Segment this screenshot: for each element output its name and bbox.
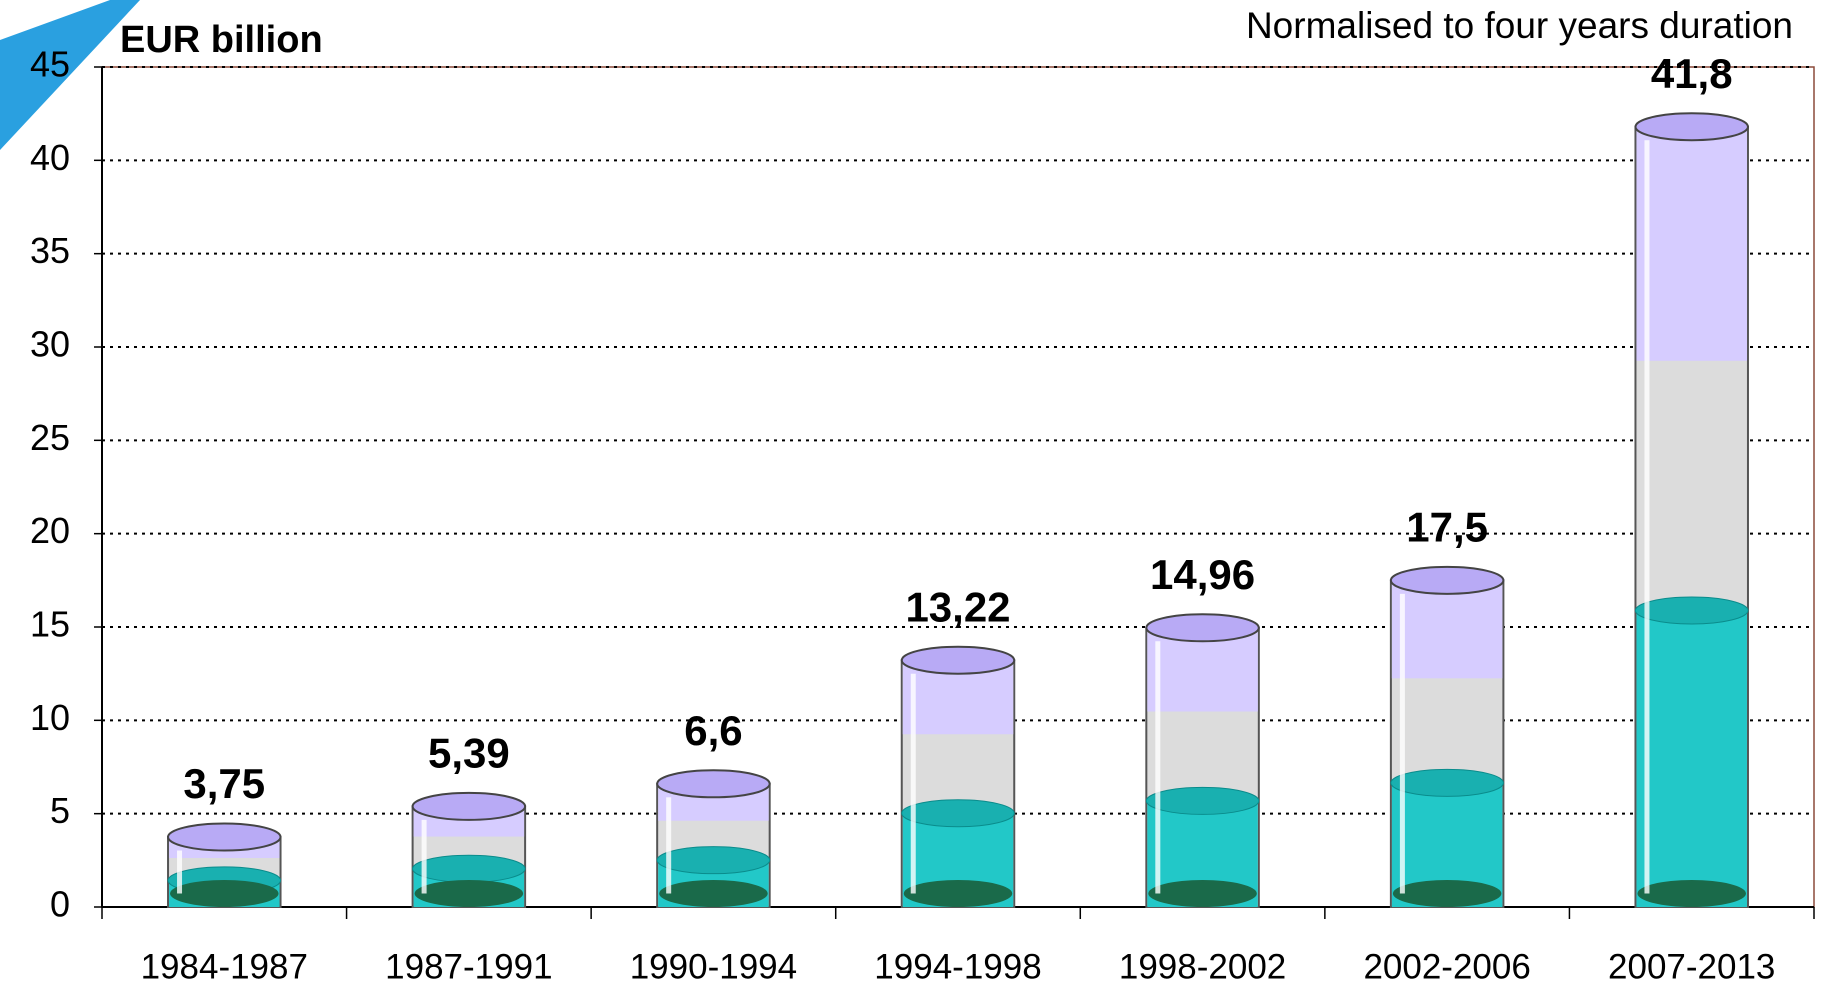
liquid-bottom [904, 880, 1013, 907]
liquid-bottom [659, 880, 768, 907]
y-tick-label: 15 [30, 604, 70, 645]
liquid-surface [1146, 787, 1259, 814]
beaker-upper [1392, 580, 1503, 678]
y-tick-label: 20 [30, 510, 70, 551]
beaker-rim [902, 647, 1015, 674]
beaker-rim [1146, 614, 1259, 641]
x-tick-label: 1990-1994 [630, 947, 797, 986]
value-label: 14,96 [1150, 551, 1255, 598]
beaker-shine [911, 674, 916, 894]
liquid-surface [657, 847, 770, 874]
liquid-bottom [1637, 880, 1746, 907]
beaker-rim [1635, 113, 1748, 140]
value-label: 6,6 [684, 707, 742, 754]
beaker-liquid [1636, 610, 1747, 907]
liquid-surface [1635, 597, 1748, 624]
y-tick-label: 35 [30, 230, 70, 271]
value-label: 41,8 [1651, 50, 1733, 97]
beaker-shine [177, 851, 182, 894]
value-label: 17,5 [1406, 503, 1488, 550]
liquid-surface [1391, 769, 1504, 796]
beaker-rim [1391, 567, 1504, 594]
axis-title: EUR billion [120, 19, 323, 61]
liquid-bottom [1393, 880, 1502, 907]
subtitle: Normalised to four years duration [1246, 5, 1793, 46]
liquid-bottom [170, 880, 279, 907]
y-tick-label: 40 [30, 137, 70, 178]
liquid-surface [902, 800, 1015, 827]
corner-decoration [0, 0, 140, 150]
y-tick-label: 10 [30, 697, 70, 738]
x-tick-label: 1984-1987 [141, 947, 308, 986]
x-tick-label: 2007-2013 [1608, 947, 1775, 986]
liquid-bottom [415, 880, 524, 907]
beaker-shine [1155, 641, 1160, 893]
y-tick-label: 0 [50, 884, 70, 925]
x-tick-label: 1998-2002 [1119, 947, 1286, 986]
x-tick-label: 1994-1998 [874, 947, 1041, 986]
value-label: 13,22 [905, 583, 1010, 630]
x-tick-label: 2002-2006 [1363, 947, 1530, 986]
beaker-shine [666, 797, 671, 893]
beaker-rim [413, 793, 526, 820]
y-tick-label: 45 [30, 44, 70, 85]
beaker-rim [657, 770, 770, 797]
beaker-shine [422, 820, 427, 894]
x-tick-label: 1987-1991 [385, 947, 552, 986]
beaker-shine [1644, 140, 1649, 893]
liquid-bottom [1148, 880, 1257, 907]
chart: EUR billion Normalised to four years dur… [0, 0, 1826, 994]
y-tick-label: 25 [30, 417, 70, 458]
value-label: 5,39 [428, 729, 510, 776]
value-label: 3,75 [183, 760, 265, 807]
beaker-rim [168, 823, 281, 850]
y-tick-label: 5 [50, 790, 70, 831]
beaker-upper [1636, 127, 1747, 361]
liquid-surface [413, 855, 526, 882]
beaker-shine [1400, 594, 1405, 894]
y-tick-label: 30 [30, 324, 70, 365]
